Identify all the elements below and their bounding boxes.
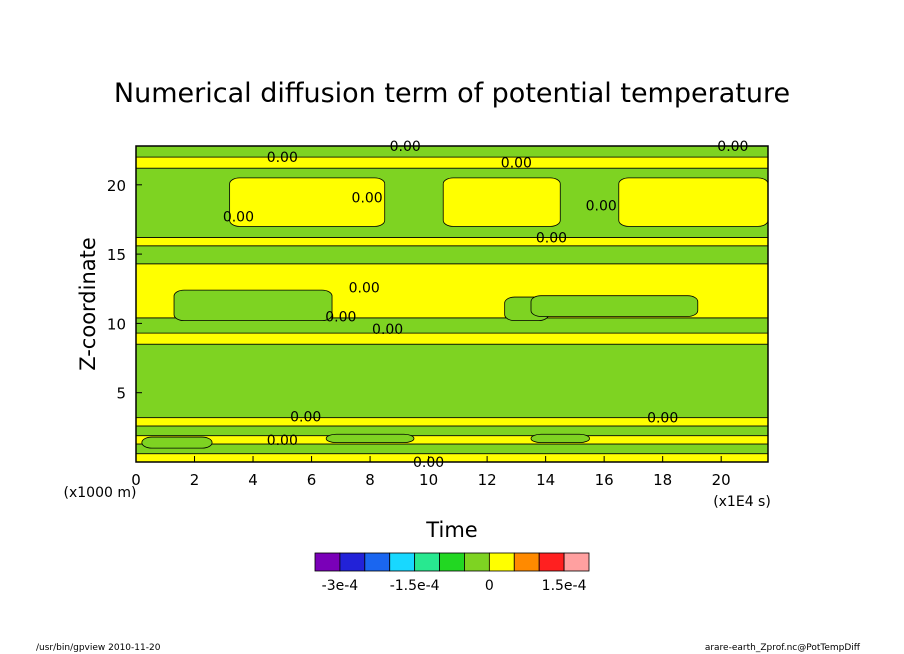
contour-label: 0.00: [390, 139, 421, 155]
heatmap-band: [135, 443, 769, 455]
contour-label: 0.00: [325, 309, 356, 325]
colorbar: -3e-4 -1.5e-4 0 1.5e-4: [314, 552, 590, 594]
x-tick-label: 6: [307, 471, 317, 489]
heatmap-band: [135, 435, 769, 445]
contour-label: 0.00: [349, 280, 380, 296]
contour-label: 0.00: [372, 322, 403, 338]
x-tick-label: 8: [365, 471, 375, 489]
x-tick-label: 2: [190, 471, 200, 489]
heatmap-patch: [229, 177, 386, 227]
contour-label: 0.00: [501, 156, 532, 172]
heatmap-band: [135, 245, 769, 265]
contour-label: 0.00: [290, 409, 321, 425]
y-axis-unit: (x1000 m): [64, 485, 137, 501]
x-tick-label: 20: [712, 471, 731, 489]
colorbar-swatch: [364, 552, 391, 572]
heatmap-patch: [442, 177, 561, 227]
heatmap-band: [135, 237, 769, 247]
x-tick-label: 12: [478, 471, 497, 489]
heatmap-band: [135, 453, 769, 463]
contour-label: 0.00: [352, 190, 383, 206]
colorbar-swatch: [414, 552, 440, 572]
footer-left: /usr/bin/gpview 2010-11-20: [36, 643, 161, 653]
heatmap-patch: [173, 289, 333, 322]
y-tick-label: 5: [116, 385, 126, 403]
heatmap-patch: [530, 295, 699, 317]
heatmap-band: [135, 156, 769, 169]
y-tick-label: 20: [107, 177, 126, 195]
colorbar-swatch: [464, 552, 490, 572]
colorbar-swatch: [339, 552, 366, 572]
contour-labels: 0.00 0.00 0.00 0.00 0.00 0.00 0.00 0.00 0.00 0.00…: [223, 139, 749, 471]
contour-label: 0.00: [413, 455, 444, 471]
contour-label: 0.00: [717, 139, 748, 155]
colorbar-swatch: [488, 552, 515, 572]
colorbar-swatch: [538, 552, 565, 572]
y-axis: 5 10 15 20: [107, 177, 142, 403]
y-axis-label: Z-coordinate: [76, 237, 100, 371]
heatmap-band: [135, 332, 769, 345]
x-axis-label: Time: [425, 518, 477, 542]
colorbar-swatch: [439, 552, 465, 572]
y-tick-label: 15: [107, 246, 126, 264]
contour-label: 0.00: [647, 411, 678, 427]
colorbar-tick-label: -1.5e-4: [390, 578, 440, 594]
colorbar-swatch: [513, 552, 540, 572]
x-tick-label: 0: [131, 471, 141, 489]
y-tick-label: 10: [107, 315, 126, 333]
x-tick-label: 16: [595, 471, 614, 489]
heatmap-patch: [141, 436, 213, 449]
footer-right: arare-earth_Zprof.nc@PotTempDiff: [705, 643, 861, 653]
contour-label: 0.00: [586, 199, 617, 215]
heatmap-patch: [530, 433, 590, 443]
heatmap-patch: [618, 177, 769, 227]
x-tick-label: 10: [419, 471, 438, 489]
contour-label: 0.00: [267, 150, 298, 166]
heatmap-fills: [135, 145, 769, 463]
plot-area: 0.00 0.00 0.00 0.00 0.00 0.00 0.00 0.00 0.00 0.00…: [135, 139, 769, 471]
colorbar-tick-label: -3e-4: [322, 578, 359, 594]
heatmap-band: [135, 343, 769, 419]
x-tick-label: 14: [536, 471, 555, 489]
heatmap-band: [135, 145, 769, 158]
heatmap-patch: [325, 433, 415, 443]
contour-label: 0.00: [223, 210, 254, 226]
colorbar-tick-label: 0: [485, 578, 494, 594]
chart-title: Numerical diffusion term of potential te…: [114, 78, 790, 109]
plot-frame: [135, 145, 769, 463]
colorbar-swatch: [389, 552, 416, 572]
contour-label: 0.00: [267, 433, 298, 449]
colorbar-swatch: [563, 552, 590, 572]
colorbar-swatch: [314, 552, 341, 572]
colorbar-tick-label: 1.5e-4: [542, 578, 587, 594]
heatmap-band: [135, 425, 769, 437]
x-axis-unit: (x1E4 s): [713, 494, 771, 510]
x-tick-label: 18: [653, 471, 672, 489]
x-axis: 0 2 4 6 8 10 12 14 16 18 20: [131, 456, 731, 489]
x-tick-label: 4: [248, 471, 258, 489]
contour-label: 0.00: [536, 230, 567, 246]
